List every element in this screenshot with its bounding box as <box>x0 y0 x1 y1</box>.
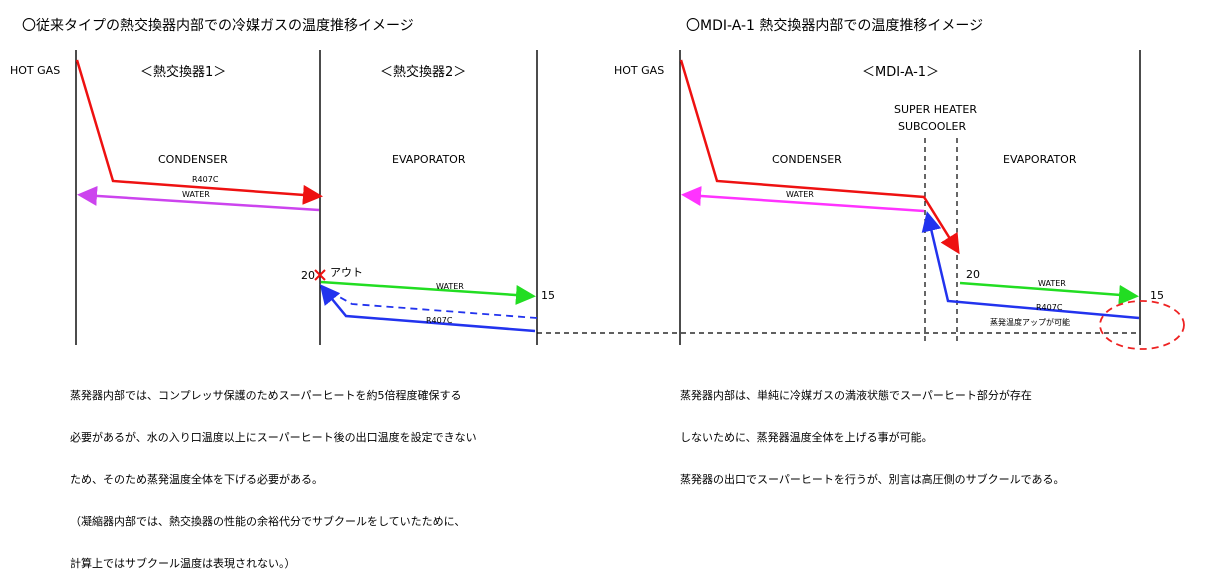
left-note-line: 必要があるが、水の入り口温度以上にスーパーヒート後の出口温度を設定できない <box>70 431 477 444</box>
super-heater-label: SUPER HEATER <box>894 103 977 116</box>
left-title: 〇従来タイプの熱交換器内部での冷媒ガスの温度推移イメージ <box>22 17 414 34</box>
right-water-evap-label: WATER <box>1038 279 1066 288</box>
temperature-diagram: 〇従来タイプの熱交換器内部での冷媒ガスの温度推移イメージ HOT GAS ＜熱交… <box>10 17 1185 350</box>
left-out-marker-icon <box>314 269 326 281</box>
left-temp-in-label: 20 <box>301 269 315 282</box>
left-hot-gas-label: HOT GAS <box>10 64 60 77</box>
left-note-line: 計算上ではサブクール温度は表現されない。） <box>70 557 296 570</box>
left-condenser-label: CONDENSER <box>158 153 228 166</box>
left-hx2-label: ＜熱交換器2＞ <box>380 64 466 80</box>
right-refrigerant-evap-line <box>921 211 1140 320</box>
left-note-line: 蒸発器内部では、コンプレッサ保護のためスーパーヒートを約5倍程度確保する <box>70 389 462 402</box>
left-evaporator-label: EVAPORATOR <box>392 153 466 166</box>
subcooler-label: SUBCOOLER <box>898 120 966 133</box>
right-hot-gas-label: HOT GAS <box>614 64 664 77</box>
left-water-evap-line <box>320 280 536 305</box>
left-r407c-evap-label: R407C <box>426 316 453 325</box>
left-water-evap-label: WATER <box>436 282 464 291</box>
left-r407c-cond-label: R407C <box>192 175 219 184</box>
left-water-cond-label: WATER <box>182 190 210 199</box>
right-note-line: しないために、蒸発器温度全体を上げる事が可能。 <box>680 431 933 444</box>
right-r407c-evap-label: R407C <box>1036 303 1063 312</box>
right-temp-in-label: 20 <box>966 268 980 281</box>
right-temp-out-label: 15 <box>1150 289 1164 302</box>
right-note-line: 蒸発器内部は、単純に冷媒ガスの満液状態でスーパーヒート部分が存在 <box>680 389 1032 402</box>
temp-up-highlight-circle <box>1099 300 1185 350</box>
left-notes: 蒸発器内部では、コンプレッサ保護のためスーパーヒートを約5倍程度確保する 必要が… <box>70 361 477 585</box>
right-condenser-label: CONDENSER <box>772 153 842 166</box>
left-refrigerant-evap-line <box>319 284 536 333</box>
right-water-condenser-line <box>681 186 925 213</box>
left-note-line: ため、そのため蒸発温度全体を下げる必要がある。 <box>70 473 323 486</box>
left-superheat-dashed-line <box>326 289 538 319</box>
right-title: 〇MDI-A-1 熱交換器内部での温度推移イメージ <box>686 17 983 34</box>
left-out-label: アウト <box>330 266 363 279</box>
right-water-cond-label: WATER <box>786 190 814 199</box>
left-note-line: （凝縮器内部では、熱交換器の性能の余裕代分でサブクールをしていたために、 <box>70 515 466 528</box>
right-water-evap-line <box>959 281 1139 305</box>
left-refrigerant-condenser-line <box>75 59 323 205</box>
right-evaporator-label: EVAPORATOR <box>1003 153 1077 166</box>
left-water-condenser-line <box>77 185 320 212</box>
right-mdi-label: ＜MDI-A-1＞ <box>862 65 939 80</box>
left-temp-out-label: 15 <box>541 289 555 302</box>
left-hx1-label: ＜熱交換器1＞ <box>140 64 226 80</box>
temp-up-note: 蒸発温度アップが可能 <box>990 317 1070 327</box>
right-notes: 蒸発器内部は、単純に冷媒ガスの満液状態でスーパーヒート部分が存在 しないために、… <box>680 361 1065 501</box>
right-note-line: 蒸発器の出口でスーパーヒートを行うが、別言は高圧側のサブクールである。 <box>680 473 1065 486</box>
